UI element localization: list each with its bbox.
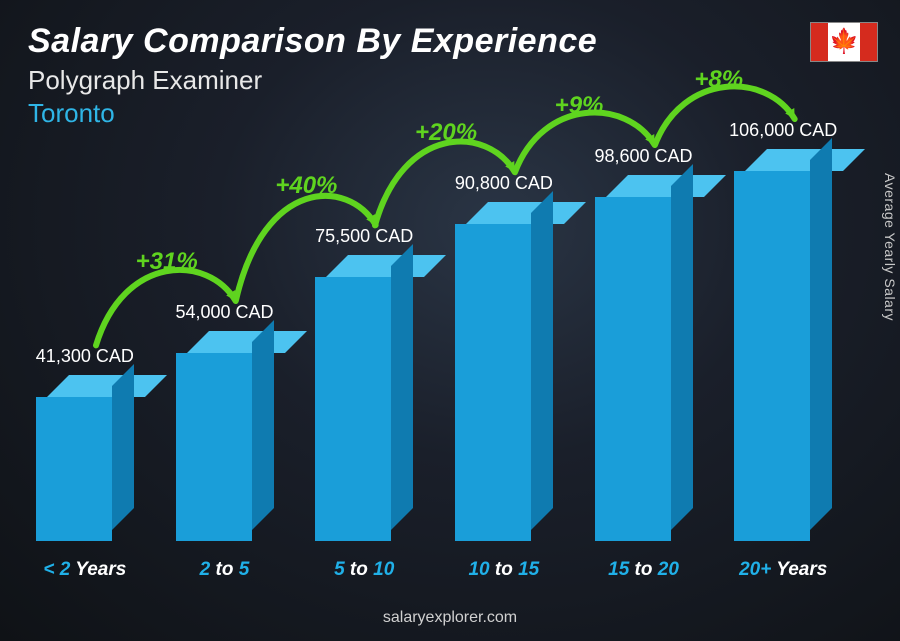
bar-chart: 41,300 CAD < 2 Years 54,000 CAD 2 to 5 75,50… bbox=[28, 111, 840, 581]
bar-top-face bbox=[745, 149, 865, 171]
bar-top-face bbox=[47, 375, 167, 397]
bar-value-label: 98,600 CAD bbox=[594, 146, 692, 167]
bar-top-face bbox=[326, 255, 446, 277]
flag-center: 🍁 bbox=[828, 23, 860, 61]
bar-value-label: 75,500 CAD bbox=[315, 226, 413, 247]
chart-subtitle: Polygraph Examiner bbox=[28, 65, 597, 96]
bar-column: 98,600 CAD 15 to 20 bbox=[587, 146, 701, 581]
bar-side-face bbox=[252, 320, 274, 530]
flag-right-band bbox=[860, 23, 877, 61]
bar-side-face bbox=[391, 244, 413, 530]
bar-front-face bbox=[734, 171, 810, 541]
bar-column: 106,000 CAD 20+ Years bbox=[726, 120, 840, 581]
bar bbox=[595, 175, 693, 541]
increase-percent-label: +40% bbox=[275, 172, 337, 200]
bar-front-face bbox=[595, 197, 671, 541]
canada-flag-icon: 🍁 bbox=[810, 22, 878, 62]
increase-percent-label: +9% bbox=[555, 92, 604, 120]
bar-value-label: 54,000 CAD bbox=[175, 302, 273, 323]
bar bbox=[734, 149, 832, 541]
bar-front-face bbox=[455, 224, 531, 541]
increase-percent-label: +8% bbox=[694, 66, 743, 94]
flag-left-band bbox=[811, 23, 828, 61]
bar-value-label: 106,000 CAD bbox=[729, 120, 837, 141]
footer-credit: salaryexplorer.com bbox=[0, 609, 900, 627]
bar-top-face bbox=[187, 331, 307, 353]
bar-top-face bbox=[466, 202, 586, 224]
bar-top-face bbox=[606, 175, 726, 197]
bar-front-face bbox=[315, 277, 391, 541]
increase-percent-label: +31% bbox=[136, 248, 198, 276]
maple-leaf-icon: 🍁 bbox=[829, 30, 859, 54]
bar-front-face bbox=[36, 397, 112, 541]
x-axis-label: 15 to 20 bbox=[608, 559, 679, 581]
bar-side-face bbox=[810, 138, 832, 530]
y-axis-label: Average Yearly Salary bbox=[882, 173, 898, 321]
bar bbox=[455, 202, 553, 541]
increase-percent-label: +20% bbox=[415, 119, 477, 147]
x-axis-label: 20+ Years bbox=[739, 559, 827, 581]
x-axis-label: < 2 Years bbox=[43, 559, 126, 581]
bar-column: 75,500 CAD 5 to 10 bbox=[307, 226, 421, 581]
x-axis-label: 10 to 15 bbox=[468, 559, 539, 581]
bar-value-label: 90,800 CAD bbox=[455, 173, 553, 194]
bar-front-face bbox=[176, 353, 252, 541]
x-axis-label: 5 to 10 bbox=[334, 559, 394, 581]
bar-side-face bbox=[112, 364, 134, 530]
bar-value-label: 41,300 CAD bbox=[36, 346, 134, 367]
bar-side-face bbox=[671, 164, 693, 530]
bar-column: 90,800 CAD 10 to 15 bbox=[447, 173, 561, 581]
bar bbox=[36, 375, 134, 541]
bar-side-face bbox=[531, 191, 553, 530]
bar-column: 41,300 CAD < 2 Years bbox=[28, 346, 142, 581]
bar-column: 54,000 CAD 2 to 5 bbox=[168, 302, 282, 581]
x-axis-label: 2 to 5 bbox=[200, 559, 250, 581]
bar bbox=[315, 255, 413, 541]
bar bbox=[176, 331, 274, 541]
chart-title: Salary Comparison By Experience bbox=[28, 22, 597, 61]
